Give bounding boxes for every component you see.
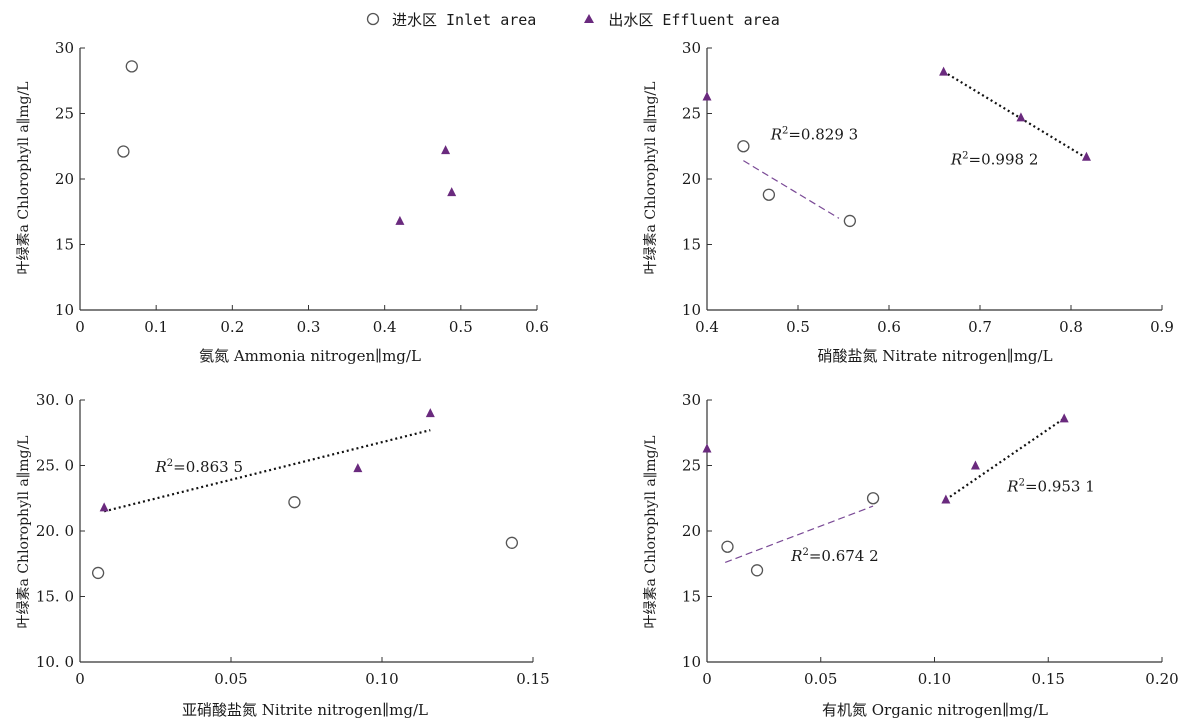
chart-panel-2: 10 15 20 25 30 0.4 0.5 0.6 0.7 0.8 0.9 硝酸盐氮 Nitrate…	[643, 39, 1174, 365]
legend: 进水区 Inlet area 出水区 Effluent area	[366, 7, 826, 31]
inlet-fit-line	[743, 160, 840, 219]
x-axis-title: 氨氮 Ammonia nitrogen∥mg/L	[199, 347, 421, 365]
x-tick-label: 0.1	[144, 318, 168, 336]
chart-panel-1: 10 15 20 25 30 0 0.1 0.2 0.3 0.4 0.5 0.6 氨氮 Ammonia …	[16, 39, 549, 365]
y-tick-label: 15	[55, 236, 74, 254]
inlet-fit-line	[724, 505, 874, 564]
effluent-point	[939, 66, 949, 76]
x-tick-label: 0.20	[1145, 670, 1178, 688]
legend-item-effluent: 出水区 Effluent area	[582, 9, 780, 30]
inlet-point	[750, 564, 764, 577]
effluent-point	[425, 408, 435, 418]
effluent-point	[1059, 413, 1069, 423]
r-squared-label: R2=0.863 5	[155, 458, 244, 476]
r-squared-label: R2=0.674 2	[790, 547, 879, 565]
y-axis-title: 叶绿素a Chlorophyll a∥mg/L	[643, 82, 659, 275]
x-tick-label: 0.7	[968, 318, 992, 336]
y-tick-label: 10	[682, 653, 701, 671]
effluent-fit-line	[943, 70, 1088, 159]
x-axis-title: 硝酸盐氮 Nitrate nitrogen∥mg/L	[817, 347, 1052, 365]
inlet-point	[288, 496, 301, 509]
y-tick-label: 10	[682, 301, 701, 319]
y-tick-label: 30	[682, 391, 701, 409]
x-tick-label: 0	[75, 318, 85, 336]
y-tick-label: 20	[55, 170, 74, 188]
y-tick-label: 25. 0	[36, 457, 74, 475]
y-tick-label: 20	[682, 170, 701, 188]
x-tick-label: 0.15	[516, 670, 549, 688]
inlet-point	[843, 214, 857, 228]
y-tick-label: 15. 0	[36, 588, 74, 606]
y-tick-label: 10. 0	[36, 653, 74, 671]
y-tick-label: 15	[682, 236, 701, 254]
effluent-point	[99, 502, 109, 512]
inlet-point	[125, 60, 138, 73]
y-axis-title: 叶绿素a Chlorophyll a∥mg/L	[16, 82, 32, 275]
triangle-marker-icon	[584, 14, 595, 23]
x-tick-label: 0.10	[365, 670, 398, 688]
effluent-point	[447, 187, 457, 197]
inlet-point	[117, 145, 130, 158]
chart-panel-3: 10. 0 15. 0 20. 0 25. 0 30. 0 0 0.05 0.10 0.15 亚硝…	[16, 391, 550, 719]
x-axis-title: 亚硝酸盐氮 Nitrite nitrogen∥mg/L	[182, 701, 428, 719]
y-tick-label: 25	[682, 105, 701, 123]
legend-label-inlet: 进水区 Inlet area	[392, 10, 537, 29]
inlet-point	[762, 188, 776, 201]
legend-label-effluent: 出水区 Effluent area	[608, 10, 780, 29]
y-tick-label: 20	[682, 522, 701, 540]
inlet-point	[737, 140, 750, 153]
x-tick-label: 0.4	[373, 318, 397, 336]
x-tick-label: 0.10	[918, 670, 951, 688]
effluent-point	[395, 215, 405, 225]
x-tick-label: 0	[75, 670, 85, 688]
y-tick-label: 15	[682, 588, 701, 606]
effluent-point	[1016, 112, 1026, 122]
x-tick-label: 0.9	[1150, 318, 1174, 336]
r-squared-label: R2=0.829 3	[770, 126, 859, 144]
y-tick-label: 25	[682, 457, 701, 475]
y-tick-label: 25	[55, 105, 74, 123]
x-tick-label: 0.05	[214, 670, 247, 688]
effluent-point	[353, 463, 363, 473]
x-tick-label: 0.6	[525, 318, 549, 336]
x-tick-label: 0.6	[877, 318, 901, 336]
x-tick-label: 0.2	[220, 318, 244, 336]
effluent-fit-line	[945, 417, 1065, 501]
effluent-point	[702, 91, 712, 101]
circle-marker-icon	[366, 12, 380, 26]
y-tick-label: 30	[682, 39, 701, 57]
inlet-point	[721, 540, 734, 553]
r-squared-label: R2=0.953 1	[1006, 478, 1095, 496]
x-tick-label: 0.8	[1059, 318, 1083, 336]
r-squared-label: R2=0.998 2	[950, 151, 1039, 169]
inlet-point	[91, 566, 105, 580]
legend-item-inlet: 进水区 Inlet area	[366, 9, 536, 30]
x-tick-label: 0.5	[449, 318, 473, 336]
chart-panel-4: 10 15 20 25 30 0 0.05 0.10 0.15 0.20 有机氮 Organic n…	[643, 391, 1179, 719]
x-tick-label: 0.3	[297, 318, 321, 336]
x-axis-title: 有机氮 Organic nitrogen∥mg/L	[822, 701, 1048, 719]
effluent-point	[702, 443, 712, 453]
y-axis-title: 叶绿素a Chlorophyll a∥mg/L	[643, 436, 659, 629]
y-tick-label: 20. 0	[36, 522, 74, 540]
inlet-point	[505, 536, 519, 549]
effluent-point	[441, 145, 451, 155]
x-tick-label: 0.4	[695, 318, 719, 336]
y-axis-title: 叶绿素a Chlorophyll a∥mg/L	[16, 436, 32, 629]
y-tick-label: 10	[55, 301, 74, 319]
x-tick-label: 0	[702, 670, 712, 688]
y-tick-label: 30	[55, 39, 74, 57]
y-tick-label: 30. 0	[36, 391, 74, 409]
effluent-point	[1081, 151, 1091, 161]
x-tick-label: 0.15	[1032, 670, 1065, 688]
effluent-fit-line	[103, 429, 431, 513]
effluent-point	[941, 494, 951, 504]
x-tick-label: 0.05	[804, 670, 837, 688]
x-tick-label: 0.5	[786, 318, 810, 336]
effluent-point	[970, 460, 980, 470]
inlet-point	[866, 492, 880, 505]
